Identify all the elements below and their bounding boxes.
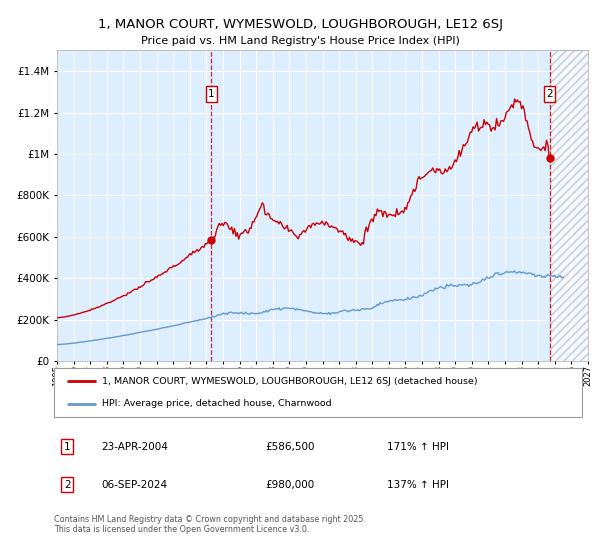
FancyBboxPatch shape bbox=[54, 368, 582, 417]
Text: 1, MANOR COURT, WYMESWOLD, LOUGHBOROUGH, LE12 6SJ (detached house): 1, MANOR COURT, WYMESWOLD, LOUGHBOROUGH,… bbox=[101, 377, 477, 386]
Text: 171% ↑ HPI: 171% ↑ HPI bbox=[386, 442, 449, 452]
Text: 137% ↑ HPI: 137% ↑ HPI bbox=[386, 479, 449, 489]
Text: £586,500: £586,500 bbox=[265, 442, 315, 452]
Text: 1, MANOR COURT, WYMESWOLD, LOUGHBOROUGH, LE12 6SJ: 1, MANOR COURT, WYMESWOLD, LOUGHBOROUGH,… bbox=[97, 17, 503, 31]
Text: Contains HM Land Registry data © Crown copyright and database right 2025.
This d: Contains HM Land Registry data © Crown c… bbox=[54, 515, 366, 534]
Text: 06-SEP-2024: 06-SEP-2024 bbox=[101, 479, 167, 489]
Text: 1: 1 bbox=[64, 442, 71, 452]
Text: HPI: Average price, detached house, Charnwood: HPI: Average price, detached house, Char… bbox=[101, 399, 331, 408]
Bar bbox=[550, 50, 588, 361]
Text: 2: 2 bbox=[546, 89, 553, 99]
Text: 1: 1 bbox=[208, 89, 215, 99]
Text: £980,000: £980,000 bbox=[265, 479, 314, 489]
Text: 23-APR-2004: 23-APR-2004 bbox=[101, 442, 169, 452]
Text: Price paid vs. HM Land Registry's House Price Index (HPI): Price paid vs. HM Land Registry's House … bbox=[140, 36, 460, 46]
Text: 2: 2 bbox=[64, 479, 71, 489]
